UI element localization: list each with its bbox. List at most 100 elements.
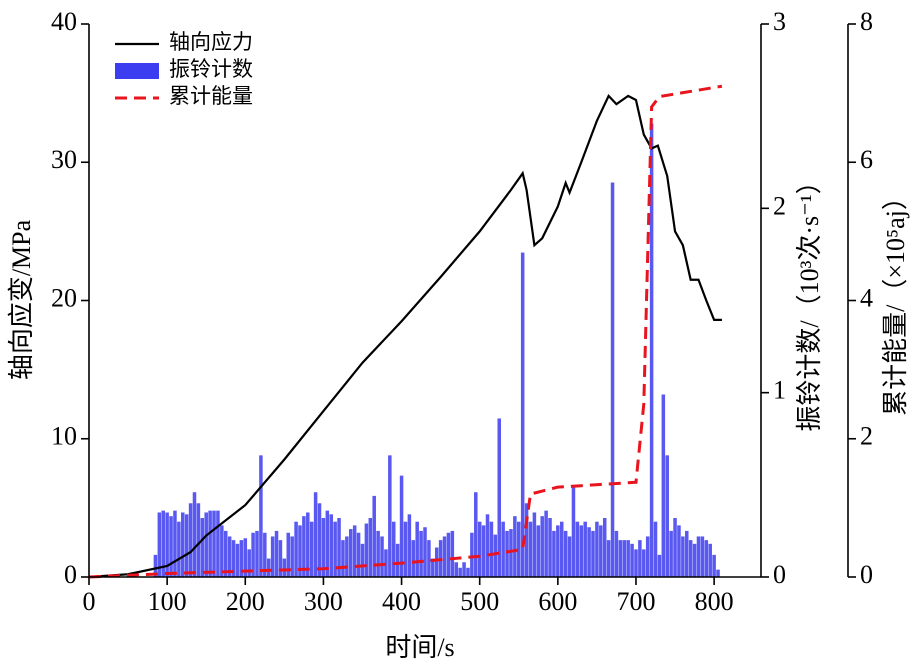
bar: [223, 530, 228, 577]
line: [88, 93, 722, 579]
y3ticks-label: 8: [860, 7, 873, 36]
bar: [329, 514, 333, 577]
bar: [294, 521, 298, 577]
bar: [458, 567, 462, 577]
bar: [630, 543, 634, 577]
legend-label: 累计能量: [169, 84, 253, 108]
bar: [181, 512, 185, 577]
bar: [634, 549, 638, 577]
bar: [708, 543, 712, 577]
y2-axis-label: 振铃计数/（10³次·s⁻¹）: [795, 168, 824, 431]
bar: [587, 527, 591, 577]
y2ticks-label: 1: [773, 376, 786, 405]
bar: [376, 530, 380, 577]
x-tick-label: 400: [382, 587, 421, 616]
yticks-label: 20: [51, 283, 77, 312]
bar: [384, 549, 388, 577]
bar: [298, 525, 302, 577]
bar: [333, 521, 337, 577]
bar: [536, 525, 541, 577]
bar: [517, 521, 521, 577]
bar: [157, 512, 162, 577]
bar: [302, 516, 306, 577]
bar: [454, 562, 459, 577]
bar: [321, 518, 326, 577]
bar: [434, 547, 439, 577]
legend-swatch: [115, 63, 159, 79]
bar: [716, 569, 720, 577]
bar: [544, 510, 548, 577]
bar: [282, 558, 287, 577]
bar: [165, 512, 169, 577]
bar: [337, 518, 341, 577]
x-axis-label: 时间/s: [385, 633, 454, 662]
bar: [216, 510, 220, 577]
y2ticks-label: 3: [773, 7, 786, 36]
bar: [649, 123, 654, 577]
bar: [497, 418, 501, 577]
bar: [704, 540, 709, 577]
bar: [188, 503, 193, 577]
bar: [700, 536, 705, 577]
y2ticks-label: 2: [773, 191, 786, 220]
bar: [161, 510, 165, 577]
bar: [509, 529, 513, 577]
bar: [677, 525, 681, 577]
bar: [681, 536, 685, 577]
bar: [356, 532, 361, 577]
bar: [306, 512, 310, 577]
x-tick-label: 0: [83, 587, 96, 616]
bar: [622, 540, 627, 577]
bar: [399, 475, 404, 577]
bar: [462, 562, 466, 577]
bar: [552, 530, 556, 577]
bar: [212, 510, 216, 577]
bar: [614, 530, 619, 577]
bar: [653, 521, 658, 577]
bar: [626, 540, 630, 577]
bar: [380, 536, 384, 577]
x-tick-label: 800: [695, 587, 734, 616]
x-tick-label: 100: [148, 587, 187, 616]
bar: [255, 530, 259, 577]
bar: [263, 532, 267, 577]
bar: [567, 536, 572, 577]
bar: [591, 530, 595, 577]
bar: [688, 540, 693, 577]
bar: [575, 521, 580, 577]
bar: [360, 543, 365, 577]
x-tick-label: 600: [538, 587, 577, 616]
bar: [474, 492, 478, 577]
bar: [563, 530, 568, 577]
bar: [208, 510, 212, 577]
bar: [274, 530, 279, 577]
bar: [196, 503, 201, 577]
bar: [602, 518, 607, 577]
bar: [665, 455, 669, 577]
bar: [661, 394, 666, 577]
bar: [466, 567, 470, 577]
bar: [251, 532, 255, 577]
y3ticks-label: 4: [860, 283, 873, 312]
bar: [391, 521, 396, 577]
bar: [431, 558, 435, 577]
bar: [477, 521, 482, 577]
bar: [204, 512, 208, 577]
bar: [388, 455, 392, 577]
bar: [231, 540, 236, 577]
bar: [696, 536, 701, 577]
bar: [259, 455, 263, 577]
bar: [352, 525, 357, 577]
bar: [446, 532, 451, 577]
bar: [657, 554, 662, 577]
bar: [169, 516, 173, 577]
bar: [559, 521, 564, 577]
bar: [571, 484, 576, 577]
bar: [313, 492, 318, 577]
bar: [669, 530, 673, 577]
bar: [278, 540, 283, 577]
bar: [200, 518, 205, 577]
x-tick-label: 200: [226, 587, 265, 616]
bar: [407, 514, 412, 577]
